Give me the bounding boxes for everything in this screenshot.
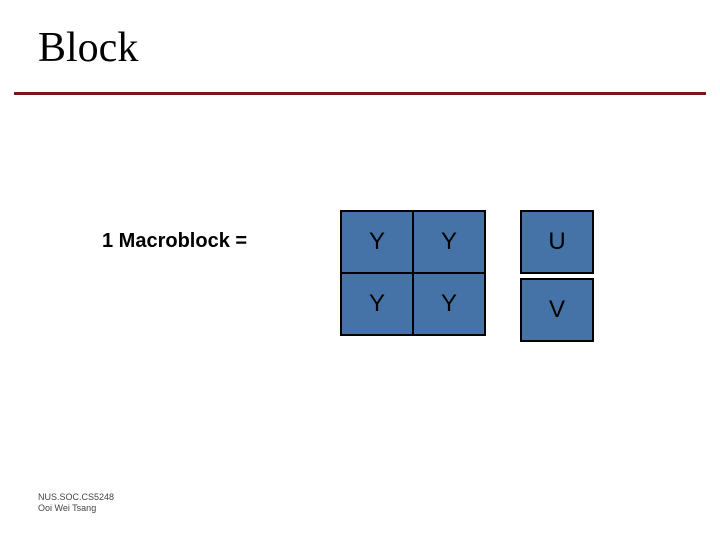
title-underline [14,92,706,95]
macroblock-label: 1 Macroblock = [102,230,247,253]
y-block: Y [412,210,486,274]
title-area: Block [38,24,138,72]
y-block: Y [340,272,414,336]
footer: NUS.SOC.CS5248 Ooi Wei Tsang [38,492,114,515]
y-block: Y [340,210,414,274]
y-block: Y [412,272,486,336]
slide-title: Block [38,24,138,72]
footer-author: Ooi Wei Tsang [38,503,114,514]
slide: Block 1 Macroblock = YYYYUV NUS.SOC.CS52… [0,0,720,540]
u-block: U [520,210,594,274]
footer-course: NUS.SOC.CS5248 [38,492,114,503]
v-block: V [520,278,594,342]
